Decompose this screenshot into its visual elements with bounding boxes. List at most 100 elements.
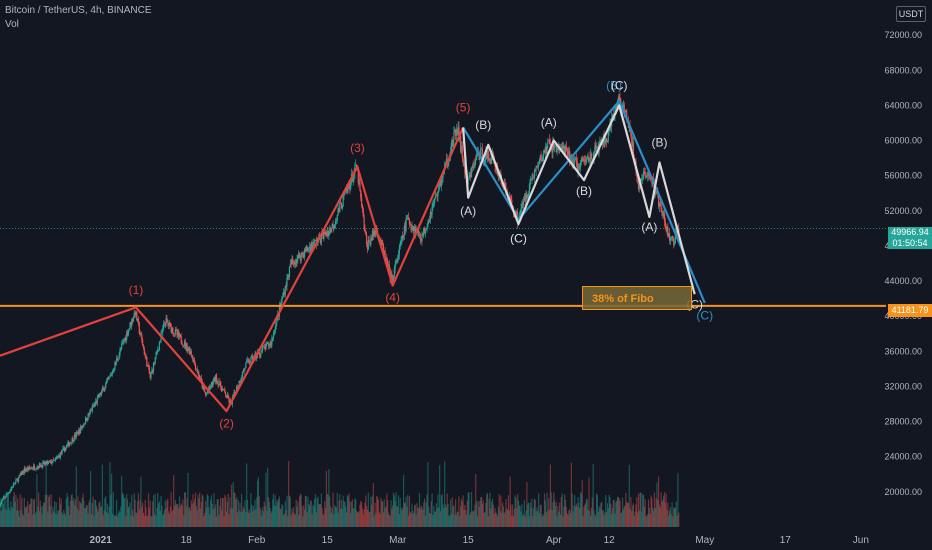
candle-body <box>105 384 107 389</box>
volume-bar <box>32 514 34 527</box>
volume-bar <box>385 506 387 527</box>
candle-body <box>194 360 196 365</box>
volume-bar <box>152 495 155 527</box>
horizontal-level-line[interactable] <box>0 228 886 307</box>
volume-bar <box>582 516 584 527</box>
candle-body <box>393 268 395 278</box>
candle-body <box>270 342 272 346</box>
volume-bar <box>355 499 357 527</box>
volume-bar <box>74 505 76 527</box>
candle-body <box>537 166 539 167</box>
candle-body <box>154 357 156 364</box>
volume-bar <box>390 500 392 527</box>
candle-body <box>328 231 330 236</box>
candle-body <box>44 462 46 465</box>
candle-body <box>530 179 532 180</box>
volume-bar <box>414 504 416 527</box>
wave-label: (C) <box>510 231 527 245</box>
volume-bar <box>148 507 150 527</box>
candle-body <box>630 131 632 136</box>
volume-bar <box>156 507 158 527</box>
volume-bar <box>600 503 602 527</box>
candle-body <box>131 319 134 322</box>
volume-bar <box>247 512 249 527</box>
volume-bar <box>179 506 181 527</box>
candle-body <box>641 178 643 180</box>
candle-body <box>397 258 399 263</box>
volume-bar <box>333 514 335 527</box>
candle-body <box>273 332 275 334</box>
volume-bar <box>637 493 640 527</box>
volume-bar <box>580 493 583 527</box>
candle-body <box>329 228 331 232</box>
volume-bar <box>159 510 161 527</box>
candle-body <box>480 148 482 155</box>
volume-bar <box>40 506 42 527</box>
currency-button[interactable]: USDT <box>896 6 926 22</box>
volume-bar <box>446 493 448 527</box>
candle-body <box>12 483 15 488</box>
volume-bar <box>626 501 628 527</box>
volume-bar <box>0 498 2 527</box>
candle-body <box>595 147 598 149</box>
volume-bar <box>325 470 327 527</box>
elliott-wave-lines[interactable] <box>0 99 706 413</box>
volume-bar <box>564 499 567 527</box>
volume-bar <box>180 503 182 527</box>
wave-line-3 <box>462 104 696 295</box>
candle-body <box>131 319 133 326</box>
volume-bar <box>124 497 126 527</box>
volume-bar <box>90 513 93 527</box>
volume-bar <box>411 503 413 527</box>
volume-bar <box>507 509 509 527</box>
candle-body <box>178 332 180 337</box>
candle-body <box>660 205 662 212</box>
volume-bar <box>252 505 254 527</box>
candle-body <box>99 392 101 398</box>
candle-body <box>254 354 256 356</box>
candle-body <box>32 468 34 470</box>
volume-bar <box>18 516 20 527</box>
candle-body <box>110 374 113 376</box>
candle-body <box>162 327 164 333</box>
candle-body <box>661 211 663 213</box>
volume-bar <box>121 476 123 527</box>
candle-body <box>220 381 222 388</box>
volume-bar <box>79 502 82 527</box>
candle-body <box>367 239 369 250</box>
candle-body <box>227 395 229 399</box>
candle-body <box>275 322 277 330</box>
volume-bar <box>27 513 30 527</box>
volume-bar <box>184 492 187 527</box>
volume-bar <box>99 501 101 527</box>
candle-body <box>182 344 184 346</box>
volume-bar <box>75 466 77 527</box>
volume-bar <box>268 501 270 527</box>
candle-body <box>142 339 144 346</box>
x-axis-tick: 15 <box>322 535 334 546</box>
volume-bar <box>395 492 397 527</box>
volume-bar <box>64 513 66 527</box>
candle-body <box>164 324 166 325</box>
volume-bar <box>426 494 428 527</box>
volume-bar <box>543 515 545 527</box>
candle-body <box>589 159 591 161</box>
candle-body <box>191 355 193 358</box>
volume-bar <box>1 499 4 527</box>
candle-body <box>574 158 576 163</box>
volume-bar <box>4 508 6 527</box>
volume-bar <box>227 493 229 527</box>
volume-bar <box>358 511 360 527</box>
volume-bar <box>363 509 365 527</box>
candle-body <box>248 359 250 364</box>
volume-bar <box>533 498 536 527</box>
volume-bar <box>237 499 239 527</box>
candle-body <box>311 242 313 248</box>
candle-body <box>249 362 251 364</box>
candle-body <box>130 322 132 326</box>
candle-body <box>454 129 457 136</box>
candle-body <box>3 497 5 499</box>
volume-bar <box>100 507 102 527</box>
fibo-annotation[interactable]: 38% of Fibo <box>582 286 692 310</box>
